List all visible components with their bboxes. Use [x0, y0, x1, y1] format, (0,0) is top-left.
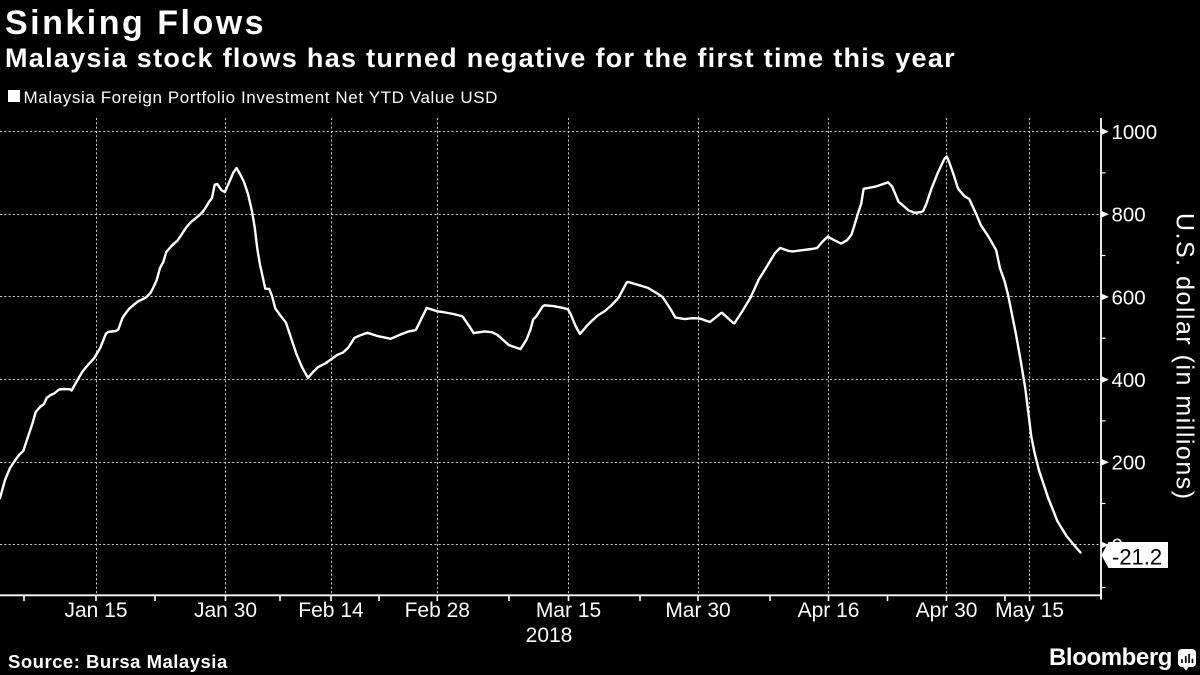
svg-text:Jan 30: Jan 30	[194, 599, 257, 622]
svg-text:200: 200	[1112, 452, 1146, 475]
svg-text:Mar 15: Mar 15	[536, 599, 601, 622]
svg-text:Jan 15: Jan 15	[64, 599, 127, 622]
svg-text:-21.2: -21.2	[1112, 545, 1162, 570]
svg-text:Mar 30: Mar 30	[665, 599, 730, 622]
svg-text:2018: 2018	[526, 624, 573, 647]
svg-text:Apr 30: Apr 30	[916, 599, 978, 622]
svg-text:400: 400	[1112, 369, 1146, 392]
svg-text:800: 800	[1112, 204, 1146, 227]
svg-text:Feb 28: Feb 28	[405, 599, 470, 622]
svg-text:U.S. dollar (in millions): U.S. dollar (in millions)	[1170, 213, 1198, 501]
svg-text:600: 600	[1112, 286, 1146, 309]
svg-text:Apr 16: Apr 16	[798, 599, 860, 622]
svg-text:1000: 1000	[1112, 121, 1158, 144]
svg-text:Feb 14: Feb 14	[298, 599, 364, 622]
svg-text:May 15: May 15	[995, 599, 1064, 622]
